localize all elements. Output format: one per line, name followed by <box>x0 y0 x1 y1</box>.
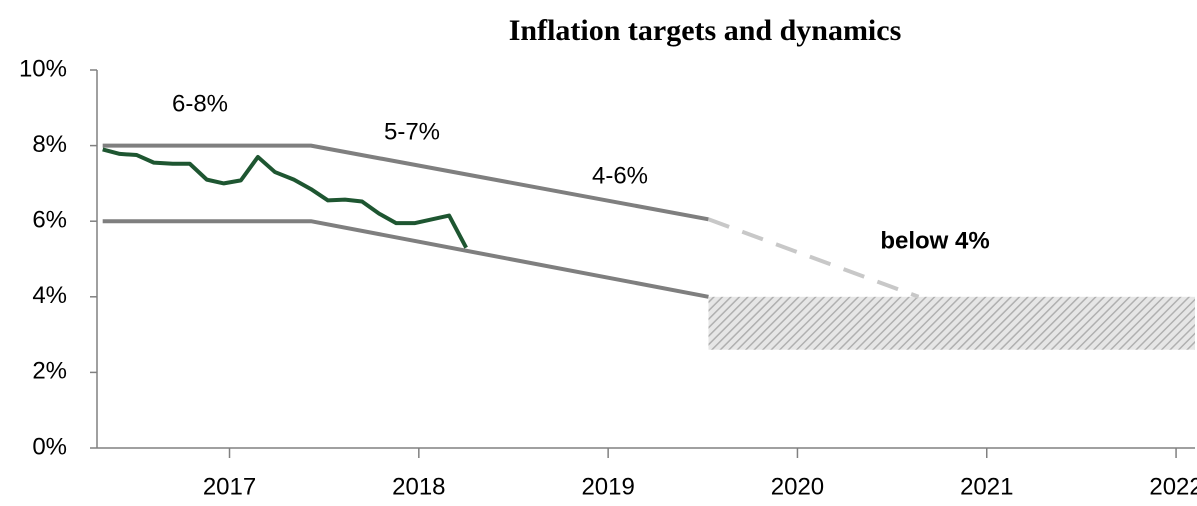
series-line <box>707 217 920 299</box>
annotation: 5-7% <box>384 118 440 145</box>
x-tick-label: 2017 <box>203 473 256 500</box>
series-line <box>102 143 709 222</box>
y-tick-label: 4% <box>32 282 67 309</box>
target-band <box>708 296 1195 350</box>
y-tick-label: 0% <box>32 433 67 460</box>
x-tick-label: 2022 <box>1149 473 1197 500</box>
series-line <box>102 147 468 249</box>
annotation: 4-6% <box>592 162 648 189</box>
y-tick-label: 2% <box>32 358 67 385</box>
chart-title: Inflation targets and dynamics <box>509 14 902 47</box>
y-tick-label: 6% <box>32 207 67 234</box>
annotation: below 4% <box>880 227 989 254</box>
x-tick-label: 2021 <box>960 473 1013 500</box>
series-line <box>102 219 709 299</box>
x-tick-label: 2020 <box>771 473 824 500</box>
x-tick-label: 2018 <box>392 473 445 500</box>
x-tick-label: 2019 <box>581 473 634 500</box>
y-tick-label: 10% <box>19 55 67 82</box>
annotation: 6-8% <box>172 90 228 117</box>
y-tick-label: 8% <box>32 131 67 158</box>
